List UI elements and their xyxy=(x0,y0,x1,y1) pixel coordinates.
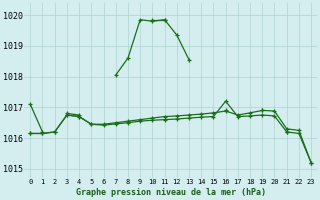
X-axis label: Graphe pression niveau de la mer (hPa): Graphe pression niveau de la mer (hPa) xyxy=(76,188,266,197)
